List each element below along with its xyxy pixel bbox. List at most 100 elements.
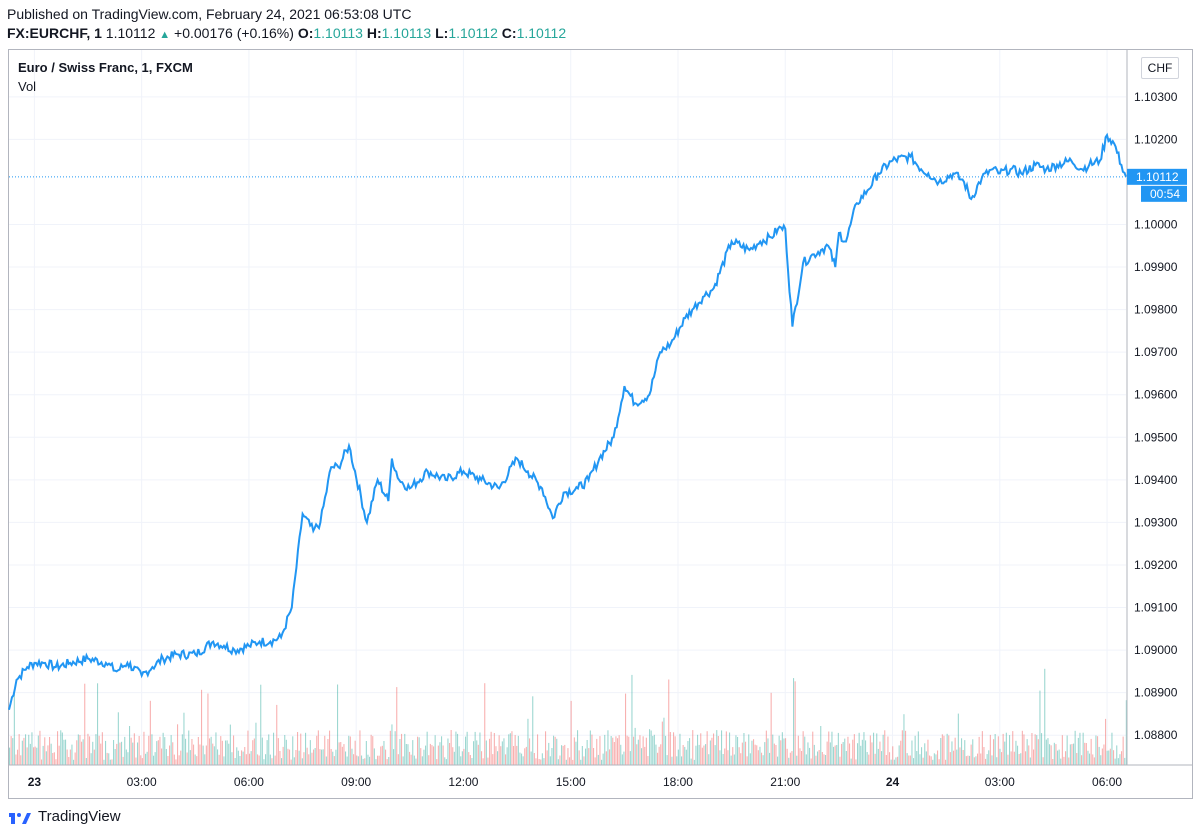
volume-bar — [95, 734, 97, 765]
volume-bar — [711, 737, 713, 765]
volume-bar — [284, 735, 286, 765]
volume-bar — [519, 752, 521, 765]
volume-bar — [849, 743, 851, 765]
volume-bar — [855, 759, 857, 765]
volume-bar — [101, 732, 103, 765]
volume-bar — [377, 755, 379, 765]
volume-bar — [305, 732, 307, 765]
volume-bar — [15, 754, 17, 765]
volume-bar — [1077, 737, 1079, 765]
volume-bar — [68, 757, 70, 765]
volume-bar — [737, 737, 739, 765]
volume-bar — [204, 754, 206, 765]
volume-bar — [145, 753, 147, 765]
volume-bar — [1005, 732, 1007, 765]
volume-bar — [146, 751, 148, 765]
currency-button[interactable]: CHF — [1141, 57, 1179, 79]
volume-bar — [684, 746, 686, 765]
volume-bar — [701, 747, 703, 765]
volume-bar — [847, 736, 849, 765]
volume-bar — [959, 747, 961, 765]
volume-bar — [473, 741, 475, 765]
volume-bar — [653, 734, 655, 765]
volume-bar — [647, 756, 649, 765]
volume-bar — [261, 737, 263, 765]
volume-bar — [874, 753, 876, 765]
volume-bar — [861, 739, 863, 765]
volume-bar — [778, 735, 780, 765]
footer-brand-label: TradingView — [38, 808, 121, 825]
volume-bar — [148, 735, 150, 765]
volume-bar — [945, 759, 947, 765]
volume-bar — [602, 753, 604, 765]
volume-bar — [297, 732, 299, 765]
time-tick-label: 21:00 — [770, 775, 800, 789]
volume-bar — [308, 754, 310, 765]
volume-bar — [660, 744, 662, 765]
volume-bar — [586, 740, 588, 765]
volume-bar — [948, 735, 950, 765]
volume-bar — [757, 750, 759, 765]
volume-bar — [412, 740, 414, 765]
volume-bar — [877, 748, 879, 765]
volume-bar — [668, 679, 670, 765]
volume-bar — [628, 736, 630, 765]
volume-bar — [887, 736, 889, 765]
volume-bar — [786, 748, 788, 765]
volume-bar — [865, 740, 867, 765]
volume-bar — [1028, 745, 1030, 765]
volume-bar — [241, 750, 243, 765]
volume-bar — [754, 744, 756, 765]
volume-bar — [407, 744, 409, 765]
volume-bar — [79, 735, 81, 765]
volume-bar — [733, 754, 735, 765]
volume-bar — [260, 684, 262, 765]
volume-bar — [804, 736, 806, 765]
volume-bar — [869, 735, 871, 765]
volume-bar — [857, 743, 859, 765]
volume-bar — [679, 733, 681, 765]
volume-bar — [1020, 753, 1022, 765]
price-tick-label: 1.09800 — [1134, 303, 1178, 317]
volume-bar — [753, 739, 755, 765]
volume-bar — [1052, 759, 1054, 765]
last-price-value: 1.10112 — [105, 25, 156, 41]
volume-bar — [170, 735, 172, 765]
volume-bar — [831, 731, 833, 765]
volume-bar — [506, 747, 508, 765]
volume-bar — [461, 751, 463, 765]
volume-bar — [31, 732, 33, 765]
volume-bar — [445, 759, 447, 765]
volume-bar — [905, 730, 907, 765]
volume-bar — [977, 753, 979, 765]
volume-bar — [42, 745, 44, 765]
volume-bar — [90, 753, 92, 765]
volume-bar — [132, 742, 134, 765]
volume-bar — [380, 746, 382, 765]
volume-bar — [193, 744, 195, 765]
volume-bar — [929, 755, 931, 765]
volume-bar — [114, 749, 116, 765]
price-tick-label: 1.09200 — [1134, 558, 1178, 572]
volume-bar — [810, 758, 812, 765]
volume-bar — [157, 740, 159, 765]
volume-bar — [585, 748, 587, 765]
footer-brand[interactable]: TradingView — [8, 808, 121, 825]
volume-bar — [927, 739, 929, 765]
volume-bar — [893, 759, 895, 765]
volume-bar — [218, 754, 220, 765]
volume-bar — [666, 755, 668, 765]
volume-bar — [353, 754, 355, 765]
time-tick-label: 06:00 — [1092, 775, 1122, 789]
volume-bar — [119, 742, 121, 765]
price-series-line — [8, 132, 1127, 710]
volume-bar — [837, 732, 839, 765]
volume-bar — [394, 731, 396, 765]
volume-bar — [378, 755, 380, 765]
volume-bar — [705, 744, 707, 765]
volume-bar — [972, 739, 974, 765]
volume-bar — [209, 738, 211, 765]
time-axis: 23 03:00 06:00 09:00 12:00 15:00 18:00 21:00 24 0… — [28, 775, 1123, 789]
volume-bar — [477, 744, 479, 765]
